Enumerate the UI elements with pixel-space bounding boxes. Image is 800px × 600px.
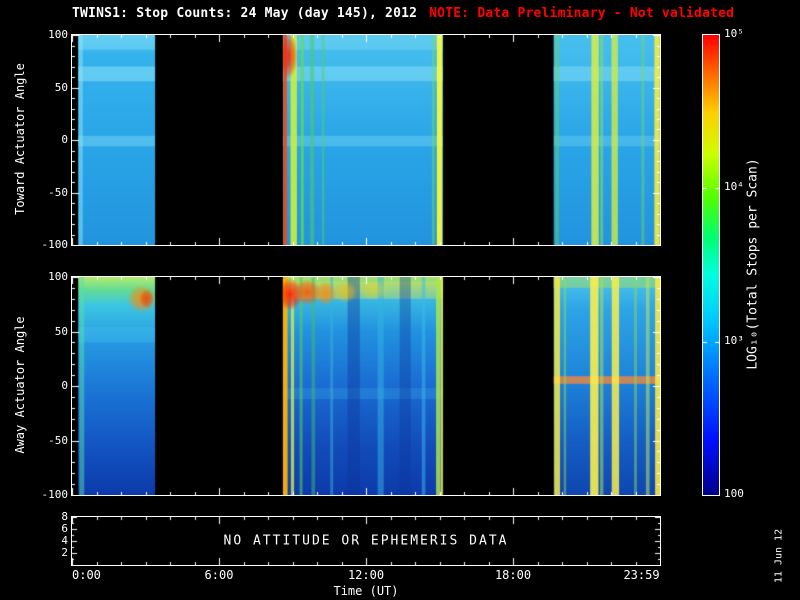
y-tick-label: 100 — [48, 270, 68, 283]
panel-status: NO ATTITUDE OR EPHEMERIS DATA — [71, 516, 661, 566]
panel-toward — [71, 34, 661, 246]
plot-title: TWINS1: Stop Counts: 24 May (day 145), 2… — [72, 6, 418, 21]
x-tick-label: 18:00 — [494, 568, 532, 582]
heatmap-away-canvas — [72, 277, 660, 495]
y-tick-label: 2 — [61, 546, 68, 559]
preliminary-note: NOTE: Data Preliminary - Not validated — [429, 6, 735, 21]
heatmap-toward-canvas — [72, 35, 660, 245]
xaxis-label: Time (UT) — [333, 584, 399, 598]
colorbar-tick-label: 10⁴ — [724, 180, 744, 194]
colorbar-canvas — [703, 35, 719, 495]
y-tick-label: -100 — [41, 238, 69, 251]
y-tick-label: 0 — [61, 133, 68, 146]
panel-away — [71, 276, 661, 496]
y-tick-label: 8 — [61, 510, 68, 523]
y-tick-label: -50 — [48, 185, 68, 199]
y-tick-label: 50 — [54, 324, 68, 338]
y-tick-label: -100 — [41, 488, 69, 501]
colorbar — [702, 34, 720, 496]
colorbar-label: LOG₁₀(Total Stops per Scan) — [745, 158, 761, 370]
title-row: TWINS1: Stop Counts: 24 May (day 145), 2… — [72, 6, 734, 21]
y-tick-label: 0 — [61, 379, 68, 392]
date-stamp: 11 Jun 12 — [773, 528, 785, 584]
ylabel-away-actuator-angle: Away Actuator Angle — [13, 316, 27, 454]
colorbar-tick-label: 10³ — [724, 333, 744, 347]
y-tick-label: 50 — [54, 80, 68, 94]
y-tick-label: 100 — [48, 28, 68, 41]
x-tick-label: 23:59 — [623, 568, 660, 582]
status-panel-canvas — [72, 517, 660, 565]
y-tick-label: 4 — [61, 534, 68, 547]
colorbar-tick-label: 100 — [724, 487, 744, 500]
y-tick-label: -50 — [48, 433, 68, 447]
y-tick-label: 6 — [61, 522, 68, 535]
colorbar-tick-label: 10⁵ — [724, 27, 744, 40]
x-tick-label: 6:00 — [204, 568, 234, 582]
status-message: NO ATTITUDE OR EPHEMERIS DATA — [223, 533, 509, 549]
ylabel-toward-actuator-angle: Toward Actuator Angle — [13, 63, 27, 215]
x-tick-label: 0:00 — [72, 568, 101, 582]
x-tick-label: 12:00 — [347, 568, 385, 582]
